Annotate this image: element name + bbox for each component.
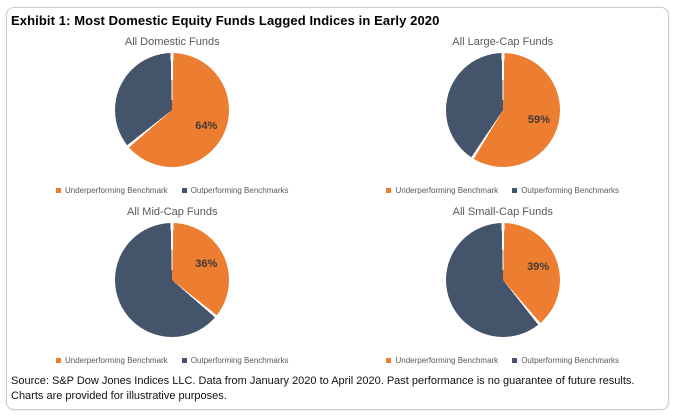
legend-item-underperforming: Underperforming Benchmark <box>386 186 498 195</box>
pie-wrap: 39% <box>445 223 560 337</box>
pie-graphic <box>115 223 230 337</box>
pie-wrap: 59% <box>445 53 560 167</box>
legend-item-underperforming: Underperforming Benchmark <box>386 356 498 365</box>
legend-label: Outperforming Benchmarks <box>190 356 289 365</box>
legend-item-outperforming: Outperforming Benchmarks <box>512 356 619 365</box>
pie-graphic <box>445 53 560 167</box>
legend-label: Underperforming Benchmark <box>395 356 499 365</box>
outperforming-swatch-icon <box>181 188 187 193</box>
chart-legend: Underperforming Benchmark Outperforming … <box>386 186 619 195</box>
pie-chart-all-mid-cap-funds: All Mid-Cap Funds 36% Underperforming Be… <box>7 199 338 369</box>
outperforming-swatch-icon <box>512 188 518 193</box>
pie-chart-all-domestic-funds: All Domestic Funds 64% Underperforming B… <box>7 29 338 199</box>
pie-wrap: 36% <box>115 223 230 337</box>
pie-graphic <box>115 53 230 167</box>
legend-item-outperforming: Outperforming Benchmarks <box>181 186 289 195</box>
pie-chart-all-small-cap-funds: All Small-Cap Funds 39% Underperforming … <box>338 199 669 369</box>
chart-legend: Underperforming Benchmark Outperforming … <box>386 356 619 365</box>
pie-wrap: 64% <box>115 53 230 167</box>
legend-label: Underperforming Benchmark <box>64 186 168 195</box>
legend-item-underperforming: Underperforming Benchmark <box>55 356 168 365</box>
underperforming-swatch-icon <box>55 188 61 193</box>
exhibit-card: Exhibit 1: Most Domestic Equity Funds La… <box>6 7 669 410</box>
chart-title: All Small-Cap Funds <box>452 206 553 218</box>
legend-item-outperforming: Outperforming Benchmarks <box>512 186 619 195</box>
outperforming-swatch-icon <box>181 358 187 363</box>
pie-percent-label: 36% <box>195 257 218 270</box>
pie-percent-label: 59% <box>527 114 550 127</box>
legend-label: Underperforming Benchmark <box>64 356 168 365</box>
pie-percent-label: 64% <box>195 120 218 133</box>
charts-grid: All Domestic Funds 64% Underperforming B… <box>7 29 668 369</box>
pie-graphic <box>445 223 560 337</box>
legend-label: Outperforming Benchmarks <box>190 186 289 195</box>
chart-legend: Underperforming Benchmark Outperforming … <box>55 186 289 195</box>
legend-item-outperforming: Outperforming Benchmarks <box>181 356 289 365</box>
legend-label: Outperforming Benchmarks <box>521 186 620 195</box>
chart-title: All Domestic Funds <box>124 36 220 48</box>
legend-label: Outperforming Benchmarks <box>521 356 620 365</box>
legend-label: Underperforming Benchmark <box>395 186 499 195</box>
outperforming-swatch-icon <box>512 358 518 363</box>
pie-percent-label: 39% <box>527 261 550 274</box>
underperforming-swatch-icon <box>386 188 392 193</box>
underperforming-swatch-icon <box>386 358 392 363</box>
underperforming-swatch-icon <box>55 358 61 363</box>
source-note: Source: S&P Dow Jones Indices LLC. Data … <box>11 375 635 402</box>
chart-legend: Underperforming Benchmark Outperforming … <box>55 356 289 365</box>
chart-title: All Large-Cap Funds <box>452 36 554 48</box>
exhibit-title: Exhibit 1: Most Domestic Equity Funds La… <box>11 13 440 28</box>
chart-title: All Mid-Cap Funds <box>127 206 218 218</box>
legend-item-underperforming: Underperforming Benchmark <box>55 186 168 195</box>
pie-chart-all-large-cap-funds: All Large-Cap Funds 59% Underperforming … <box>338 29 669 199</box>
